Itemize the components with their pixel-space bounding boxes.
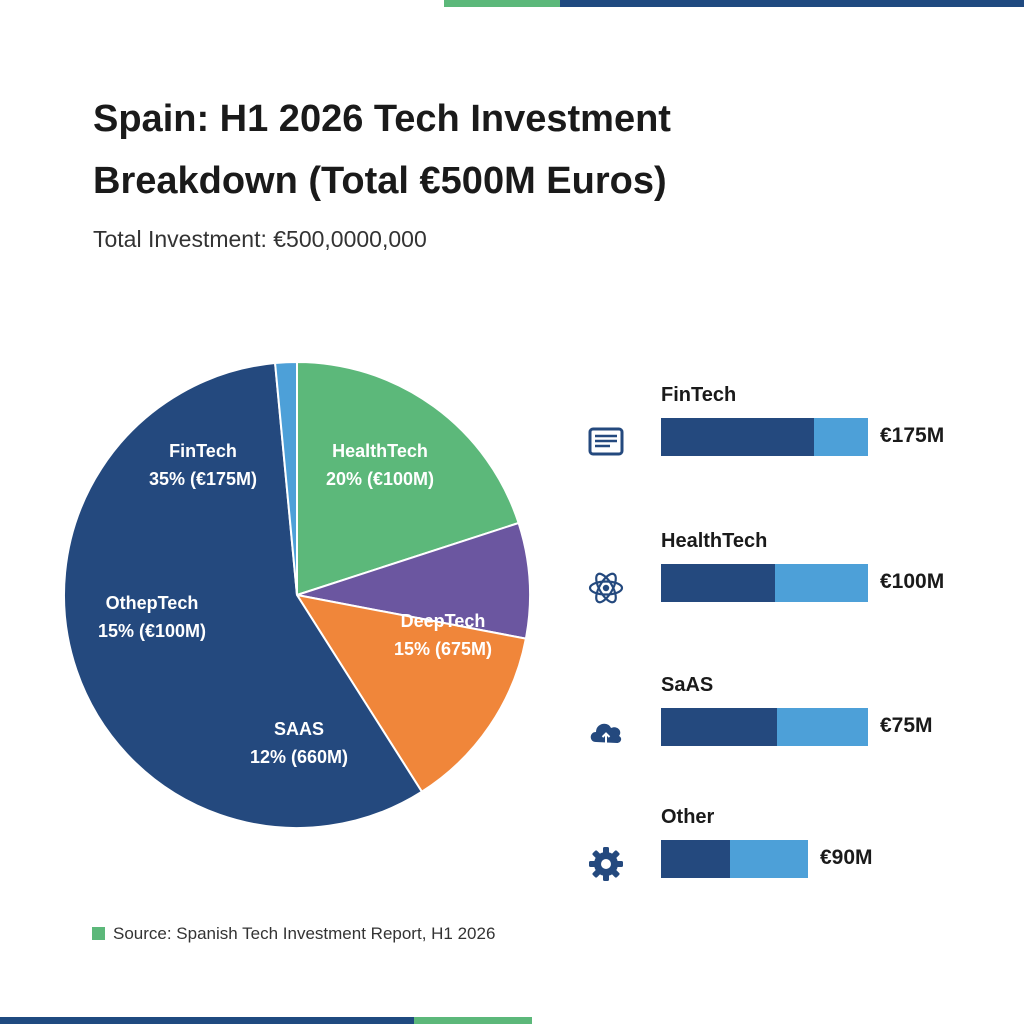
top-accent-blue	[560, 0, 1024, 7]
source-text: Source: Spanish Tech Investment Report, …	[113, 924, 496, 943]
bar-fill-saas	[661, 708, 777, 746]
bar-value-healthtech: €100M	[880, 570, 945, 593]
bar-label-saas: SaAS	[661, 674, 714, 696]
bar-fintech	[661, 418, 868, 456]
cloud-icon	[586, 712, 626, 752]
bar-healthtech	[661, 564, 868, 602]
bar-other	[661, 840, 808, 878]
pie-label-saas: SAAS	[274, 719, 324, 739]
atom-icon	[586, 568, 626, 608]
pie-sublabel-fintech: 35% (€175M)	[149, 469, 257, 489]
bar-row-fintech: FinTech €175M	[580, 384, 1000, 484]
bar-value-fintech: €175M	[880, 424, 945, 447]
pie-label-otheptech: OthepTech	[106, 593, 199, 613]
pie-sublabel-deeptech: 15% (675M)	[394, 639, 492, 659]
bar-row-healthtech: HealthTech €100M	[580, 530, 1000, 630]
pie-slice-fintech	[63, 361, 424, 829]
card-icon	[586, 422, 626, 462]
pie-sublabel-saas: 12% (660M)	[250, 747, 348, 767]
pie-slice-deeptech	[294, 593, 528, 794]
bar-fill-healthtech	[661, 564, 775, 602]
gear-icon	[586, 844, 626, 884]
bar-label-other: Other	[661, 806, 715, 828]
pie-label-deeptech: DeepTech	[401, 611, 486, 631]
bar-value-other: €90M	[820, 846, 873, 869]
bar-value-saas: €75M	[880, 714, 933, 737]
top-accent-green	[444, 0, 560, 7]
pie-sublabel-otheptech: 15% (€100M)	[98, 621, 206, 641]
pie-slice-unlabeled-1	[296, 521, 531, 640]
bar-saas	[661, 708, 868, 746]
bar-fill-other	[661, 840, 730, 878]
source-note: Source: Spanish Tech Investment Report, …	[92, 924, 495, 944]
pie-label-healthtech: HealthTech	[332, 441, 428, 461]
pie-slice-unlabeled-6	[273, 360, 298, 596]
pie-chart: HealthTech 20% (€100M) DeepTech 15% (675M) S…	[63, 360, 531, 829]
pie-label-fintech: FinTech	[169, 441, 237, 461]
chart-subtitle: Total Investment: €500,0000,000	[93, 226, 427, 252]
pie-sublabel-healthtech: 20% (€100M)	[326, 469, 434, 489]
bar-label-fintech: FinTech	[661, 384, 737, 406]
bar-fill-fintech	[661, 418, 814, 456]
source-swatch	[92, 927, 105, 940]
bar-label-healthtech: HealthTech	[661, 530, 768, 552]
bar-row-saas: SaAS €75M	[580, 674, 1000, 774]
bottom-accent-green	[414, 1017, 532, 1024]
bottom-accent-blue	[0, 1017, 414, 1024]
bar-row-other: Other €90M	[580, 806, 1000, 906]
chart-title: Spain: H1 2026 Tech Investment Breakdown…	[93, 98, 671, 202]
pie-slice-healthtech	[296, 360, 520, 597]
